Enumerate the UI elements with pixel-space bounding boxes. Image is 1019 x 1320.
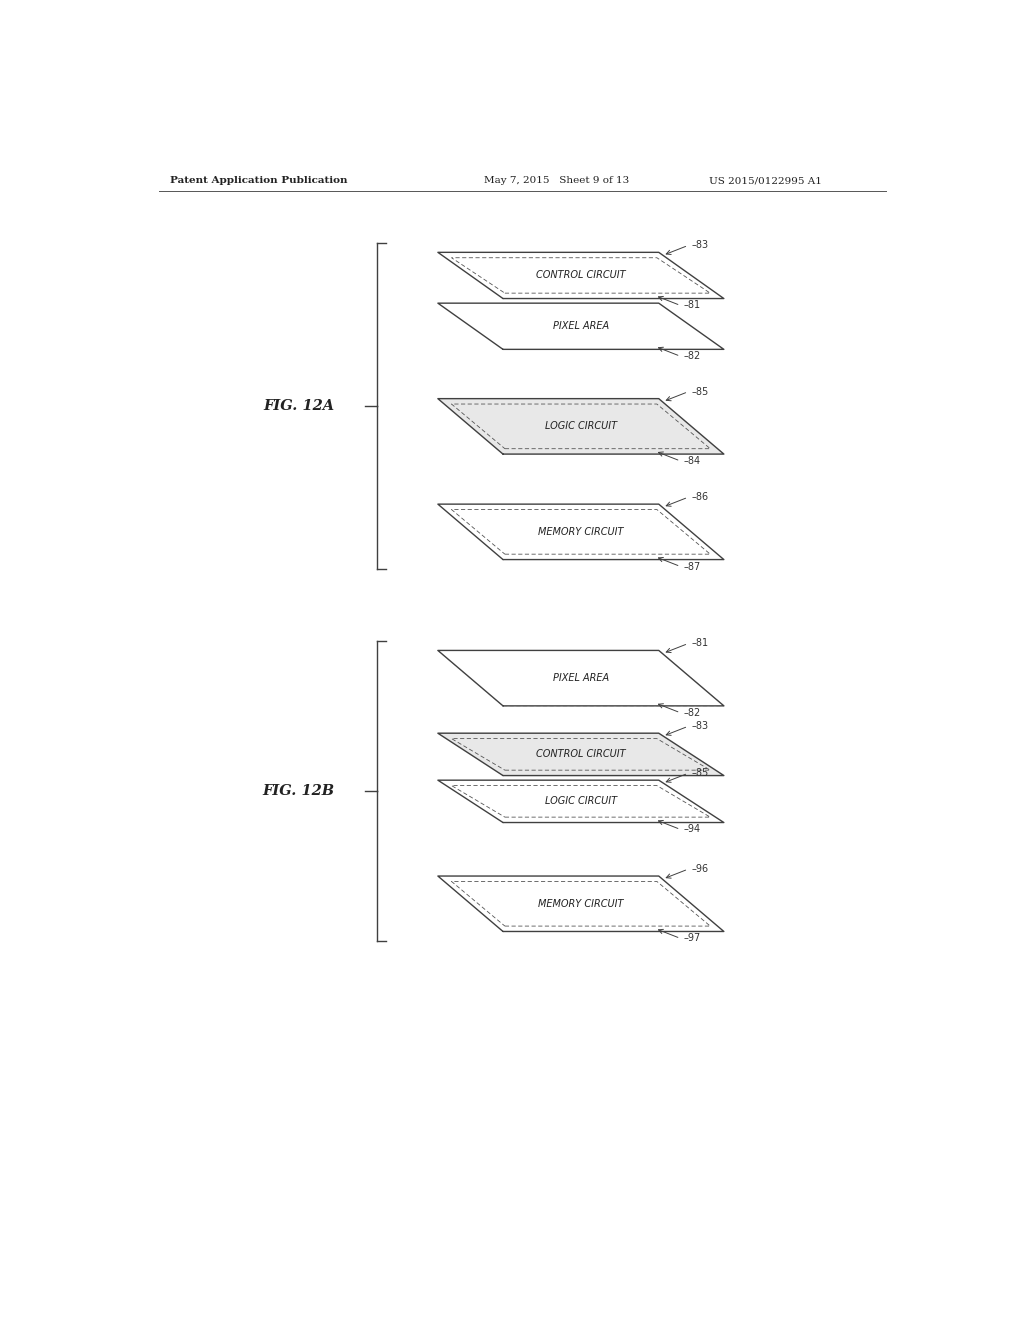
- Text: –96: –96: [691, 865, 708, 874]
- Text: –94: –94: [683, 825, 700, 834]
- Polygon shape: [437, 651, 723, 706]
- Text: –84: –84: [683, 455, 700, 466]
- Text: MEMORY CIRCUIT: MEMORY CIRCUIT: [538, 527, 623, 537]
- Text: –86: –86: [691, 492, 708, 502]
- Text: CONTROL CIRCUIT: CONTROL CIRCUIT: [536, 750, 625, 759]
- Text: May 7, 2015   Sheet 9 of 13: May 7, 2015 Sheet 9 of 13: [484, 176, 629, 185]
- Polygon shape: [437, 780, 723, 822]
- Text: –82: –82: [683, 351, 700, 362]
- Polygon shape: [437, 304, 723, 350]
- Text: FIG. 12B: FIG. 12B: [262, 784, 334, 799]
- Text: –82: –82: [683, 708, 700, 718]
- Text: LOGIC CIRCUIT: LOGIC CIRCUIT: [544, 796, 616, 807]
- Text: CONTROL CIRCUIT: CONTROL CIRCUIT: [536, 271, 625, 280]
- Text: –81: –81: [691, 639, 708, 648]
- Text: –85: –85: [691, 768, 708, 779]
- Polygon shape: [437, 399, 723, 454]
- Polygon shape: [437, 876, 723, 932]
- Text: FIG. 12A: FIG. 12A: [263, 399, 334, 413]
- Text: LOGIC CIRCUIT: LOGIC CIRCUIT: [544, 421, 616, 432]
- Text: –87: –87: [683, 561, 700, 572]
- Text: –97: –97: [683, 933, 700, 944]
- Text: Patent Application Publication: Patent Application Publication: [170, 176, 347, 185]
- Text: PIXEL AREA: PIXEL AREA: [552, 321, 608, 331]
- Polygon shape: [437, 252, 723, 298]
- Text: PIXEL AREA: PIXEL AREA: [552, 673, 608, 684]
- Text: US 2015/0122995 A1: US 2015/0122995 A1: [708, 176, 821, 185]
- Polygon shape: [437, 504, 723, 560]
- Text: –83: –83: [691, 240, 708, 251]
- Polygon shape: [437, 733, 723, 776]
- Text: MEMORY CIRCUIT: MEMORY CIRCUIT: [538, 899, 623, 908]
- Text: –81: –81: [683, 301, 700, 310]
- Text: –83: –83: [691, 721, 708, 731]
- Text: –85: –85: [691, 387, 708, 397]
